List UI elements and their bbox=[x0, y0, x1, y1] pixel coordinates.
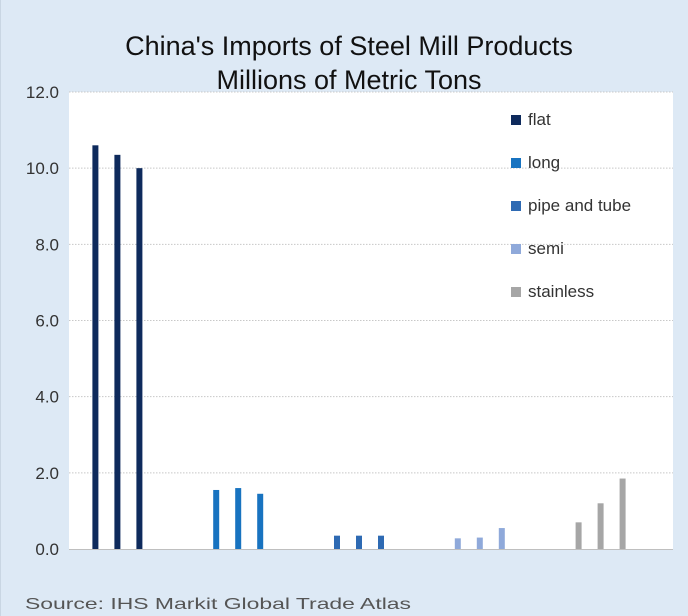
legend-swatch bbox=[511, 244, 521, 254]
y-tick-label: 0.0 bbox=[35, 540, 59, 559]
legend-swatch bbox=[511, 287, 521, 297]
legend-label: flat bbox=[528, 110, 551, 129]
legend-label: long bbox=[528, 153, 560, 172]
plot-area bbox=[69, 92, 673, 550]
legend-label: stainless bbox=[528, 282, 594, 301]
bar-flat-2 bbox=[114, 154, 121, 549]
legend-label: pipe and tube bbox=[528, 196, 631, 215]
y-axis-ticks: 0.0 2.0 4.0 6.0 8.0 10.0 12.0 bbox=[26, 83, 59, 559]
legend-label: semi bbox=[528, 239, 564, 258]
y-tick-label: 2.0 bbox=[35, 464, 59, 483]
bar-stainless-3 bbox=[619, 478, 626, 549]
chart-title: China's Imports of Steel Mill Products bbox=[125, 31, 573, 61]
legend: flat long pipe and tube semi stainless bbox=[511, 110, 631, 301]
bar-pipe-and-tube-1 bbox=[334, 535, 340, 549]
chart-subtitle: Millions of Metric Tons bbox=[216, 65, 481, 95]
legend-swatch bbox=[511, 158, 521, 168]
bar-stainless-1 bbox=[575, 522, 582, 549]
bar-stainless-2 bbox=[597, 503, 604, 549]
legend-swatch bbox=[511, 115, 521, 125]
y-tick-label: 12.0 bbox=[26, 83, 59, 102]
y-tick-label: 6.0 bbox=[35, 312, 59, 331]
bar-flat-3 bbox=[136, 168, 143, 549]
legend-swatch bbox=[511, 201, 521, 211]
bar-semi-1 bbox=[454, 538, 461, 549]
bar-long-1 bbox=[213, 489, 220, 549]
bar-semi-2 bbox=[476, 537, 483, 549]
bar-semi-3 bbox=[498, 528, 505, 549]
y-tick-label: 8.0 bbox=[35, 235, 59, 254]
bar-pipe-and-tube-2 bbox=[356, 535, 362, 549]
bar-pipe-and-tube-3 bbox=[378, 535, 384, 549]
bar-long-3 bbox=[257, 493, 264, 549]
bar-flat-1 bbox=[92, 145, 99, 550]
bar-long-2 bbox=[235, 488, 242, 549]
y-tick-label: 4.0 bbox=[35, 388, 59, 407]
y-tick-label: 10.0 bbox=[26, 159, 59, 178]
source-note: Source: IHS Markit Global Trade Atlas bbox=[25, 596, 411, 613]
bars bbox=[92, 145, 626, 550]
